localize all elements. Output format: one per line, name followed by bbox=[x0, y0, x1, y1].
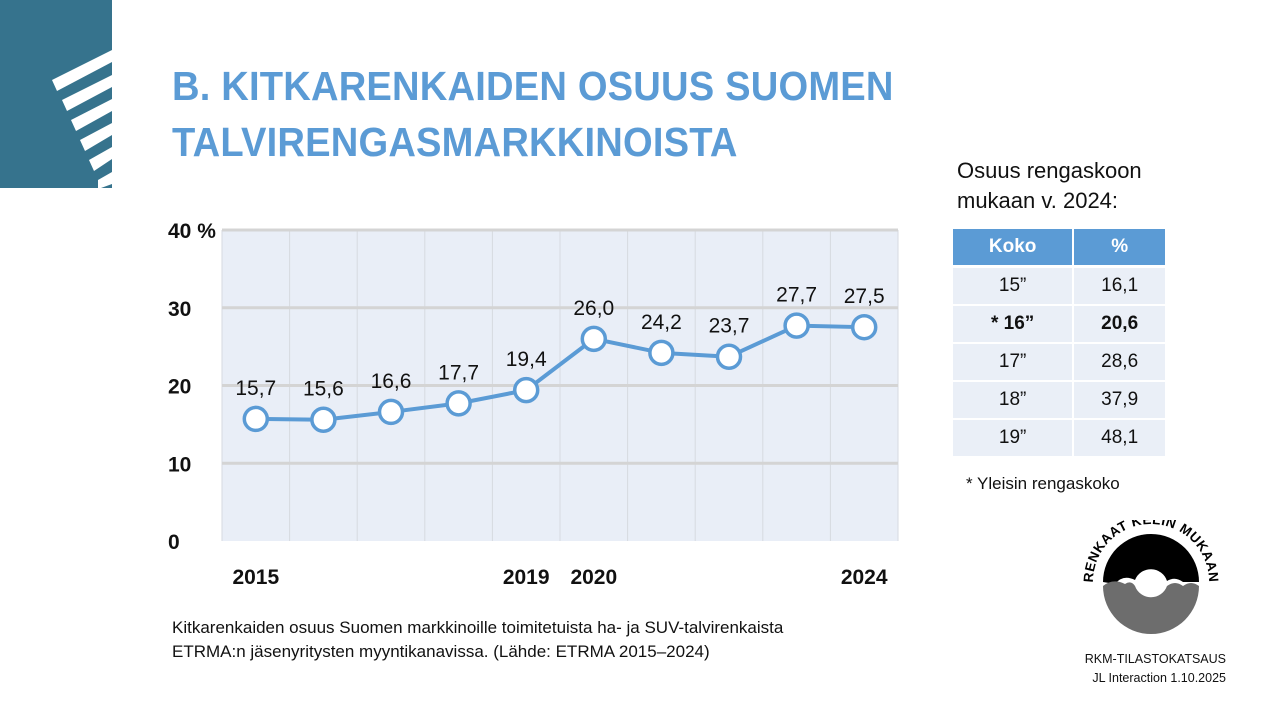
stripes-decoration-icon bbox=[52, 50, 112, 188]
y-tick-label: 20 bbox=[168, 376, 191, 399]
data-point bbox=[512, 376, 540, 404]
data-label: 26,0 bbox=[573, 297, 614, 320]
data-label: 17,7 bbox=[438, 361, 479, 384]
size-heading-line-2: mukaan v. 2024: bbox=[957, 188, 1119, 213]
data-point bbox=[377, 398, 405, 426]
size-cell: 18” bbox=[953, 382, 1075, 420]
tire-size-table: Koko % 15” 16,1 * 16” 20,6 17” 28,6 18” … bbox=[953, 229, 1165, 458]
data-label: 16,6 bbox=[371, 370, 412, 393]
y-tick-label: 40 % bbox=[168, 220, 216, 243]
table-header-row: Koko % bbox=[953, 229, 1165, 268]
data-label: 27,7 bbox=[776, 284, 817, 307]
report-author-date: JL Interaction 1.10.2025 bbox=[1092, 671, 1226, 685]
size-cell: 17” bbox=[953, 344, 1075, 382]
size-cell: * 16” bbox=[953, 306, 1075, 344]
size-cell: 15” bbox=[953, 268, 1075, 306]
x-tick-label: 2019 bbox=[503, 566, 550, 589]
data-point bbox=[580, 325, 608, 353]
x-tick-label: 2020 bbox=[570, 566, 617, 589]
logo-upper-ring bbox=[1103, 534, 1199, 584]
table-row: 15” 16,1 bbox=[953, 268, 1165, 306]
series-line bbox=[255, 323, 865, 422]
x-tick-label: 2015 bbox=[232, 566, 279, 589]
share-cell: 20,6 bbox=[1074, 306, 1165, 344]
share-cell: 37,9 bbox=[1074, 382, 1165, 420]
caption-line-1: Kitkarenkaiden osuus Suomen markkinoille… bbox=[172, 618, 784, 637]
title-line-1: B. KITKARENKAIDEN OSUUS SUOMEN bbox=[172, 63, 894, 109]
data-label: 23,7 bbox=[709, 315, 750, 338]
y-tick-label: 0 bbox=[168, 531, 180, 554]
y-tick-label: 10 bbox=[168, 453, 191, 476]
data-label: 15,6 bbox=[303, 378, 344, 401]
report-name: RKM-TILASTOKATSAUS bbox=[1084, 652, 1226, 666]
share-cell: 28,6 bbox=[1074, 344, 1165, 382]
data-point bbox=[715, 343, 743, 370]
x-tick-label: 2024 bbox=[841, 566, 888, 589]
y-tick-label: 30 bbox=[168, 298, 191, 321]
logo-lower-ring bbox=[1103, 581, 1199, 634]
chart-caption: Kitkarenkaiden osuus Suomen markkinoille… bbox=[172, 616, 783, 664]
title-line-2: TALVIRENGASMARKKINOISTA bbox=[172, 119, 738, 165]
size-table-heading: Osuus rengaskoon mukaan v. 2024: bbox=[957, 156, 1142, 216]
size-cell: 19” bbox=[953, 420, 1075, 458]
share-cell: 48,1 bbox=[1074, 420, 1165, 458]
table-row: 17” 28,6 bbox=[953, 344, 1165, 382]
data-label: 24,2 bbox=[641, 311, 682, 334]
table-footnote: * Yleisin rengaskoko bbox=[966, 474, 1120, 493]
data-label: 27,5 bbox=[844, 285, 885, 308]
slide-title: B. KITKARENKAIDEN OSUUS SUOMEN TALVIRENG… bbox=[172, 58, 894, 170]
data-label: 15,7 bbox=[235, 377, 276, 400]
data-point bbox=[310, 406, 337, 433]
corner-decoration bbox=[0, 0, 112, 188]
data-point bbox=[783, 312, 810, 339]
table-row-highlighted: * 16” 20,6 bbox=[953, 306, 1165, 344]
rkm-logo-icon: RENKAAT KELIN MUKAAN bbox=[1081, 520, 1221, 634]
column-header-percent: % bbox=[1074, 229, 1165, 268]
caption-line-2: ETRMA:n jäsenyritysten myyntikanavissa. … bbox=[172, 642, 710, 661]
table-row: 18” 37,9 bbox=[953, 382, 1165, 420]
report-info: RKM-TILASTOKATSAUS JL Interaction 1.10.2… bbox=[1078, 650, 1226, 688]
column-header-size: Koko bbox=[953, 229, 1075, 268]
data-point bbox=[850, 313, 878, 341]
data-label: 19,4 bbox=[506, 348, 547, 371]
size-heading-line-1: Osuus rengaskoon bbox=[957, 158, 1142, 183]
data-point bbox=[242, 405, 270, 433]
data-point bbox=[648, 339, 675, 367]
table-row: 19” 48,1 bbox=[953, 420, 1165, 458]
share-cell: 16,1 bbox=[1074, 268, 1165, 306]
data-point bbox=[445, 390, 472, 417]
